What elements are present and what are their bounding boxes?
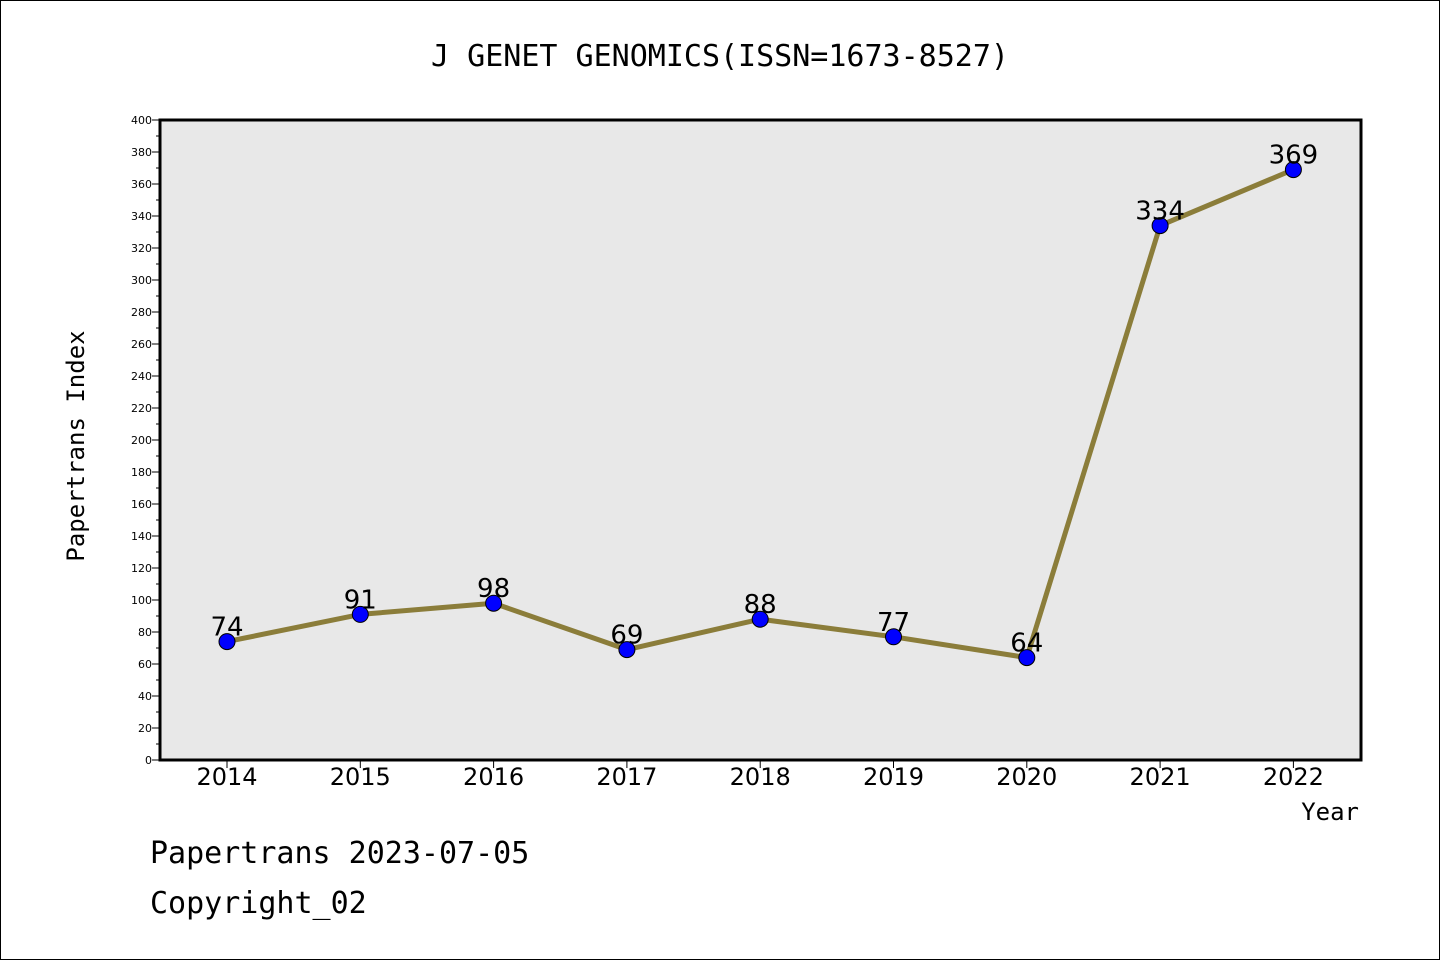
- y-tick-label: 100: [131, 594, 152, 607]
- data-label: 64: [1010, 629, 1043, 659]
- x-tick-label: 2015: [330, 763, 391, 791]
- x-tick-label: 2021: [1130, 763, 1191, 791]
- data-label: 334: [1135, 197, 1185, 227]
- x-tick-label: 2019: [863, 763, 924, 791]
- y-tick-label: 280: [131, 306, 152, 319]
- y-tick-label: 140: [131, 530, 152, 543]
- y-tick-label: 160: [131, 498, 152, 511]
- data-label: 77: [877, 608, 910, 638]
- x-tick-label: 2018: [730, 763, 791, 791]
- y-tick-label: 300: [131, 274, 152, 287]
- data-point: [1018, 649, 1036, 667]
- data-label: 88: [744, 590, 777, 620]
- footer-date-line: Papertrans 2023-07-05: [150, 836, 530, 871]
- data-label: 74: [210, 613, 243, 643]
- data-point: [1284, 161, 1302, 179]
- data-label: 91: [344, 585, 377, 615]
- y-tick-label: 240: [131, 370, 152, 383]
- data-point: [751, 610, 769, 628]
- y-tick-label: 320: [131, 242, 152, 255]
- y-tick-label: 40: [138, 690, 152, 703]
- y-tick-label: 380: [131, 146, 152, 159]
- y-tick-label: 260: [131, 338, 152, 351]
- data-point: [218, 633, 236, 651]
- x-tick-label: 2014: [196, 763, 257, 791]
- data-point: [885, 628, 902, 646]
- x-tick-label: 2022: [1263, 763, 1324, 791]
- y-tick-label: 340: [131, 210, 152, 223]
- x-tick-label: 2017: [596, 763, 657, 791]
- data-label: 69: [610, 621, 643, 651]
- x-tick-label: 2020: [996, 763, 1057, 791]
- data-point: [1151, 217, 1169, 235]
- data-point: [618, 641, 636, 659]
- y-tick-label: 60: [138, 658, 152, 671]
- y-tick-label: 400: [131, 114, 152, 127]
- x-tick-label: 2016: [463, 763, 524, 791]
- y-tick-label: 360: [131, 178, 152, 191]
- plot-border: [158, 118, 1363, 762]
- data-label: 98: [477, 574, 510, 604]
- data-point: [485, 594, 503, 612]
- data-point: [351, 605, 369, 623]
- y-tick-label: 120: [131, 562, 152, 575]
- y-axis-label: Papertrans Index: [62, 330, 90, 561]
- x-axis-label: Year: [1301, 798, 1359, 826]
- y-tick-label: 0: [145, 754, 152, 767]
- footer-copyright-line: Copyright_02: [150, 886, 367, 921]
- y-tick-label: 180: [131, 466, 152, 479]
- data-label: 369: [1269, 141, 1319, 171]
- y-tick-label: 20: [138, 722, 152, 735]
- series-layer: 74 91 98 69 88 77 64 334 369: [210, 141, 1319, 667]
- y-tick-label: 220: [131, 402, 152, 415]
- chart-title: J GENET GENOMICS(ISSN=1673-8527): [431, 39, 1009, 74]
- axis-ticks: 0 20 40 60 80 100 120 140 160 180 200 220 240 260 280 3…: [131, 114, 1324, 791]
- y-tick-label: 200: [131, 434, 152, 447]
- y-tick-label: 80: [138, 626, 152, 639]
